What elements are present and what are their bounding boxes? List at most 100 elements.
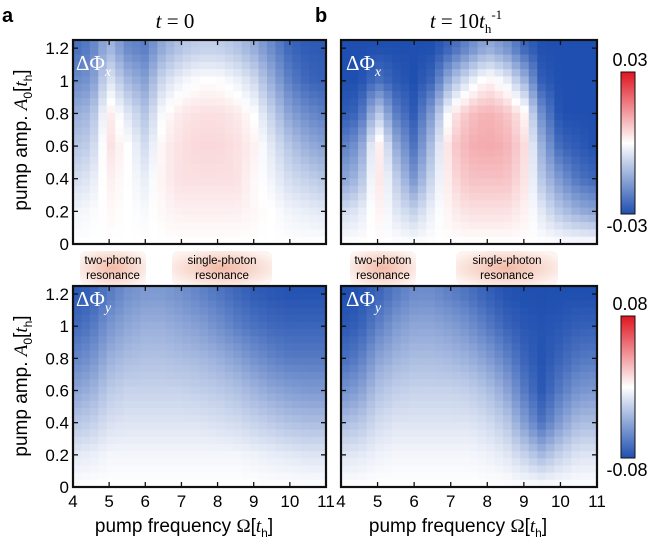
heatmap-cell [383,200,393,209]
heatmap-cell [341,307,351,316]
heatmap-cell [366,61,376,70]
ylabel-bottom-var: A [11,344,32,358]
heatmap-cell [89,422,99,431]
heatmap-cell [258,343,268,352]
heatmap-cell [349,112,359,121]
heatmap-cell [375,479,385,488]
heatmap-cell [283,61,293,70]
heatmap-cell [545,207,555,216]
heatmap-cell [400,163,410,172]
heatmap-cell [409,379,419,388]
heatmap-cell [409,422,419,431]
heatmap-cell [469,149,479,158]
heatmap-cell [81,69,91,78]
heatmap-cell [216,98,226,107]
heatmap-cell [258,69,268,78]
heatmap-cell [123,343,133,352]
heatmap-cell [207,47,217,56]
heatmap-cell [148,314,158,323]
heatmap-cell [292,178,302,187]
heatmap-cell [443,321,453,330]
heatmap-cell [216,185,226,194]
heatmap-cell [392,386,402,395]
heatmap-cell [250,207,260,216]
heatmap-cell [537,229,547,238]
heatmap-cell [300,429,310,438]
heatmap-cell [199,314,209,323]
heatmap-cell [528,436,538,445]
heatmap-cell [588,329,598,337]
colorbar-y: 0.08 -0.08 [606,294,647,480]
heatmap-cell [224,98,234,107]
heatmap-cell [283,415,293,423]
heatmap-cell [503,415,513,423]
heatmap-cell [115,222,125,231]
heatmap-cell [98,40,108,48]
heatmap-cell [165,200,175,209]
heatmap-cell [182,465,192,474]
heatmap-cell [191,465,201,474]
heatmap-cell [275,336,285,345]
heatmap-cell [520,307,530,316]
heatmap-cell [358,321,368,330]
heatmap-cell [503,98,513,107]
heatmap-cell [132,207,142,216]
heatmap-cell [511,83,521,92]
heatmap-cell [571,149,581,158]
heatmap-cell [191,393,201,402]
heatmap-cell [366,357,376,366]
heatmap-cell [528,336,538,345]
heatmap-cell [451,236,462,245]
heatmap-cell [233,127,243,136]
heatmap-cell [216,479,226,488]
heatmap-cell [537,98,547,107]
heatmap-cell [400,229,410,238]
heatmap-cell [579,163,590,172]
heatmap-cell [434,69,444,78]
heatmap-cell [571,69,581,78]
heatmap-cell [400,393,410,402]
heatmap-cell [191,236,201,245]
heatmap-cell [148,127,158,136]
heatmap-cell [250,69,260,78]
heatmap-cell [511,300,521,309]
heatmap-cell [511,307,521,316]
panel-b-title-sup: -1 [491,7,502,22]
heatmap-cell [588,422,598,431]
heatmap-cell [292,458,302,467]
x-tick-label: 5 [373,492,382,511]
heatmap-cell [417,293,427,301]
heatmap-cell [250,314,260,323]
heatmap-cell [233,300,243,309]
heatmap-cell [443,307,453,316]
heatmap-cell [258,91,268,99]
heatmap-cell [400,83,410,92]
heatmap-cell [300,171,310,180]
heatmap-cell [174,286,184,294]
heatmap-cell [451,286,462,294]
heatmap-cell [216,200,226,209]
heatmap-cell [199,300,209,309]
heatmap-cell [309,185,319,194]
heatmap-cell [511,472,521,481]
heatmap-cell [292,83,302,92]
x-tick-label: 4 [336,492,345,511]
heatmap-cell [207,314,217,323]
heatmap-cell [460,69,470,78]
heatmap-cell [292,236,302,245]
heatmap-cell [148,343,158,352]
heatmap-cell [317,149,327,158]
heatmap-cell [554,314,564,323]
two-photon-label-b-line2: resonance [356,270,410,282]
heatmap-cell [562,156,572,165]
heatmap-cell [258,193,268,201]
heatmap-cell [537,91,547,99]
heatmap-cell [579,91,590,99]
heatmap-cell [199,98,209,107]
heatmap-cell [434,343,444,352]
heatmap-cell [477,163,487,172]
heatmap-cell [341,134,351,143]
heatmap-cell [174,472,184,481]
heatmap-cell [81,120,91,129]
heatmap-cell [477,171,487,180]
